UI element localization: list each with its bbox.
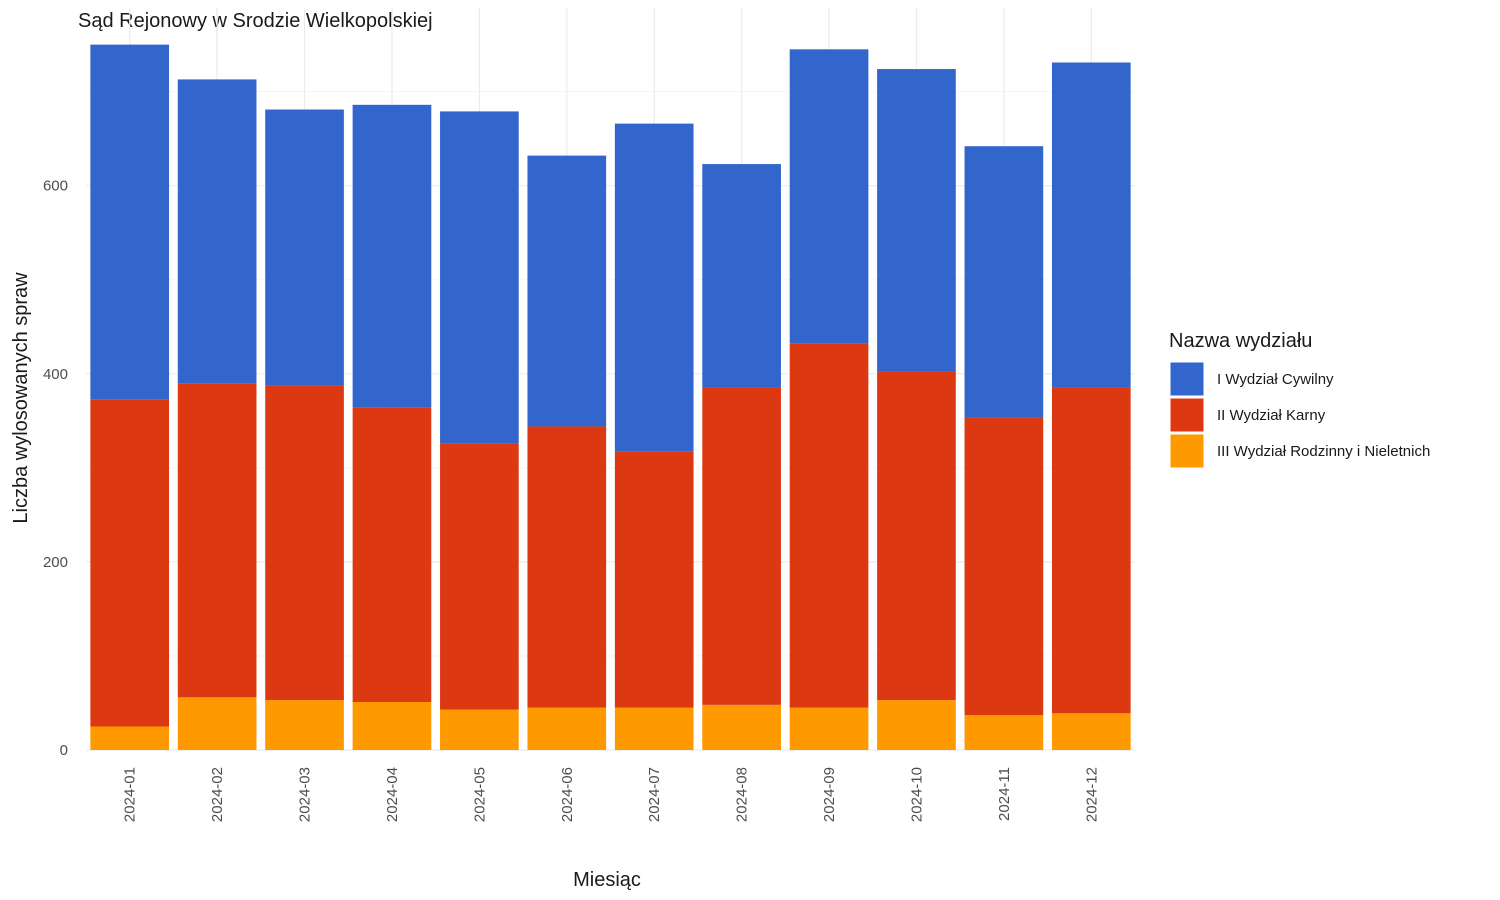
bar-segment <box>1051 713 1131 750</box>
x-tick-label: 2024-12 <box>1083 767 1100 822</box>
x-tick-label: 2024-03 <box>297 767 314 822</box>
legend-swatch <box>1169 397 1205 433</box>
y-tick-label: 400 <box>43 366 68 383</box>
bar-segment <box>789 49 869 344</box>
bar-segment <box>440 443 519 710</box>
legend-swatch <box>1169 433 1205 469</box>
bar-segment <box>702 704 781 750</box>
legend-items: I Wydział Cywilny II Wydział Karny III Wyd… <box>1169 361 1430 469</box>
bar-segment <box>614 451 694 708</box>
legend-label: II Wydział Karny <box>1217 407 1326 424</box>
y-tick-label: 0 <box>60 742 68 759</box>
bar-segment <box>527 426 607 708</box>
bar-segment <box>527 707 607 750</box>
bar-segment <box>90 44 170 400</box>
chart-title: Sąd Rejonowy w Srodzie Wielkopolskiej <box>78 10 433 32</box>
bar-segment <box>440 111 519 444</box>
bar-segment <box>614 707 694 750</box>
y-tick-label: 600 <box>43 178 68 195</box>
plot-area <box>86 8 1135 751</box>
bar-segment <box>964 715 1044 750</box>
bar-segment <box>789 707 869 750</box>
bar-segment <box>1051 387 1131 714</box>
legend-title: Nazwa wydziału <box>1169 330 1312 352</box>
bar-segment <box>265 700 344 750</box>
y-tick-label: 200 <box>43 554 68 571</box>
bar-segment <box>90 726 170 750</box>
bars <box>90 44 1131 750</box>
bar-segment <box>702 387 781 705</box>
bar-segment <box>527 155 607 427</box>
bar-segment <box>614 123 694 452</box>
legend-swatch <box>1169 361 1205 397</box>
bar-segment <box>877 700 956 750</box>
bar-segment <box>440 709 519 750</box>
bar-segment <box>265 109 344 386</box>
bar-segment <box>177 383 257 698</box>
x-tick-label: 2024-08 <box>734 767 751 822</box>
x-tick-label: 2024-09 <box>821 767 838 822</box>
y-axis-ticks: 0 200 400 600 <box>43 178 68 759</box>
x-tick-label: 2024-01 <box>122 767 139 822</box>
bar-segment <box>177 697 257 750</box>
bar-segment <box>177 79 257 384</box>
legend-label: I Wydział Cywilny <box>1217 371 1334 388</box>
bar-segment <box>352 407 432 703</box>
x-tick-label: 2024-05 <box>471 767 488 822</box>
bar-segment <box>352 104 432 408</box>
x-tick-label: 2024-02 <box>209 767 226 822</box>
bar-segment <box>265 385 344 701</box>
y-axis-title: Liczba wylosowanych spraw <box>10 272 32 524</box>
x-tick-label: 2024-06 <box>559 767 576 822</box>
bar-segment <box>90 399 170 727</box>
bar-segment <box>964 146 1044 418</box>
bar-segment <box>877 371 956 701</box>
bar-segment <box>964 417 1044 716</box>
bar-segment <box>1051 62 1131 388</box>
x-tick-label: 2024-11 <box>996 767 1013 821</box>
x-tick-label: 2024-10 <box>908 767 925 822</box>
bar-segment <box>352 702 432 750</box>
legend-label: III Wydział Rodzinny i Nieletnich <box>1217 443 1430 460</box>
bar-segment <box>702 164 781 388</box>
x-axis-title: Miesiąc <box>573 869 641 891</box>
x-tick-label: 2024-07 <box>646 767 663 822</box>
bar-segment <box>789 343 869 708</box>
x-axis-ticks: 2024-01 2024-02 2024-03 2024-04 2024-05 2024-… <box>122 767 1101 822</box>
legend: Nazwa wydziału I Wydział Cywilny II Wydzi… <box>1169 330 1430 469</box>
bar-segment <box>877 69 956 372</box>
x-tick-label: 2024-04 <box>384 767 401 822</box>
